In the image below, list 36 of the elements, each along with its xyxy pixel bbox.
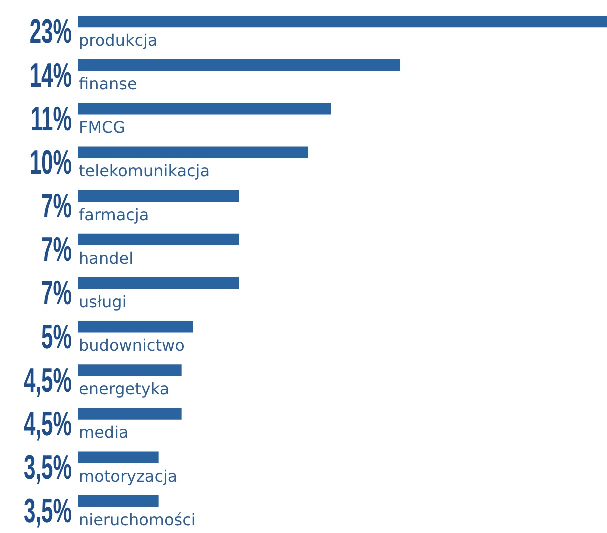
data-label: 11% <box>31 99 72 138</box>
bar <box>78 321 194 333</box>
data-label: 7% <box>42 230 72 268</box>
y-tick-label: motoryzacja <box>79 466 178 486</box>
data-label: 14% <box>30 56 72 94</box>
data-label: 3,5% <box>24 491 72 530</box>
data-label: 5% <box>42 317 72 356</box>
y-tick-label: media <box>79 423 129 442</box>
bar <box>78 103 332 115</box>
y-tick-label: handel <box>79 248 134 268</box>
bar <box>78 408 182 420</box>
bar <box>78 190 240 202</box>
data-label: 4,5% <box>24 360 72 400</box>
bar <box>78 234 240 246</box>
data-label: 4,5% <box>24 404 72 443</box>
data-label: 10% <box>30 142 72 182</box>
data-label: 7% <box>42 273 72 312</box>
data-label: 23% <box>30 12 72 50</box>
y-tick-label: finanse <box>79 74 138 94</box>
y-tick-label: FMCG <box>79 118 126 138</box>
y-tick-label: nieruchomości <box>79 510 196 530</box>
data-label: 3,5% <box>24 448 72 486</box>
bar <box>78 16 607 28</box>
bar <box>78 364 182 376</box>
bar <box>78 146 308 158</box>
bar <box>78 60 400 72</box>
y-tick-label: telekomunikacja <box>79 162 210 181</box>
y-tick-label: usługi <box>79 292 127 312</box>
y-tick-label: farmacja <box>79 205 150 224</box>
bar <box>78 277 240 290</box>
y-tick-label: produkcja <box>79 30 158 50</box>
data-label: 7% <box>42 186 72 225</box>
bar <box>78 452 159 464</box>
y-tick-label: budownictwo <box>79 336 185 356</box>
bar <box>78 495 159 508</box>
y-tick-label: energetyka <box>79 380 170 399</box>
